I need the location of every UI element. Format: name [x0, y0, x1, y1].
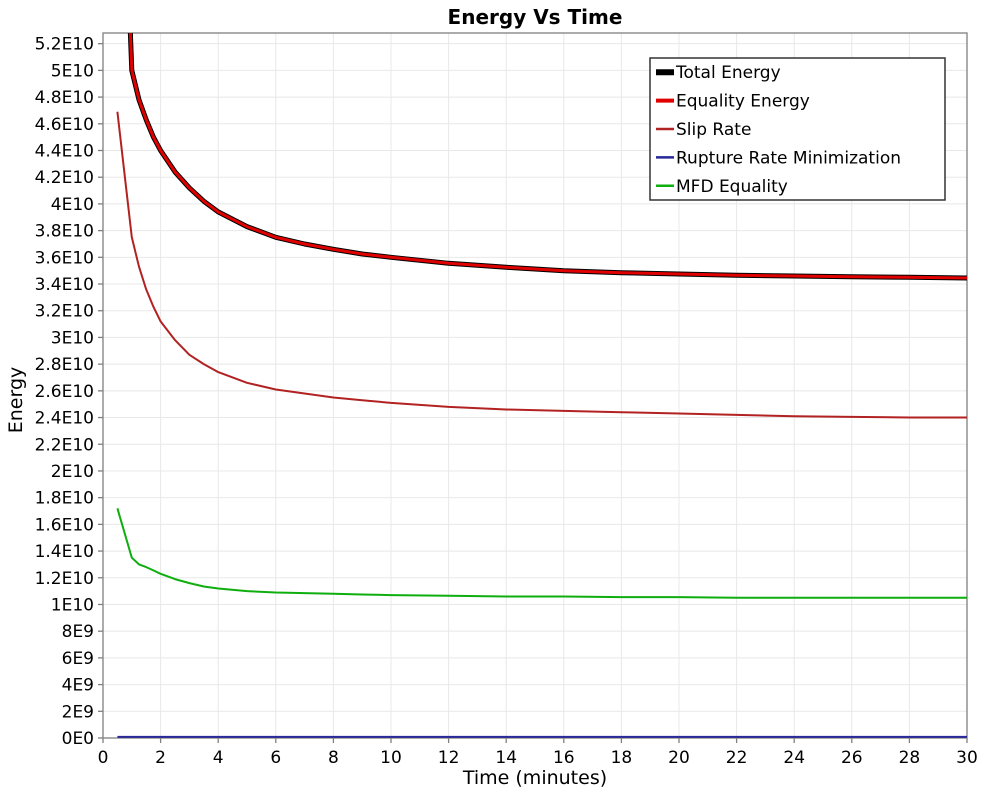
x-tick-label: 6	[270, 748, 281, 768]
legend-label-rupture-rate-minimization: Rupture Rate Minimization	[676, 148, 901, 168]
axis-tick-labels: 0 2 4 6 8 10 12 14 16 18 20 22 24 26 28 300E02E94E96E98…	[35, 35, 978, 768]
y-tick-label: 4.8E10	[35, 88, 94, 108]
y-tick-label: 3.8E10	[35, 222, 94, 242]
x-tick-label: 28	[899, 748, 921, 768]
x-tick-label: 16	[553, 748, 575, 768]
y-tick-label: 3.6E10	[35, 248, 94, 268]
x-tick-label: 0	[98, 748, 109, 768]
chart-title: Energy Vs Time	[448, 5, 623, 29]
y-tick-label: 5E10	[51, 61, 94, 81]
legend-box	[649, 57, 946, 201]
series-line-mfd-equality	[116, 508, 967, 599]
axis-ticks	[98, 43, 968, 743]
x-tick-label: 4	[213, 748, 224, 768]
y-tick-label: 2.8E10	[35, 355, 94, 375]
y-tick-label: 4.6E10	[35, 115, 94, 135]
x-tick-label: 2	[155, 748, 166, 768]
x-tick-label: 22	[726, 748, 748, 768]
legend-label-equality-energy: Equality Energy	[676, 92, 810, 112]
legend-label-mfd-equality: MFD Equality	[676, 177, 788, 197]
x-tick-label: 14	[495, 748, 517, 768]
x-tick-label: 18	[611, 748, 633, 768]
y-tick-label: 2E10	[51, 462, 94, 482]
y-tick-label: 0E0	[62, 729, 94, 749]
x-tick-label: 30	[956, 748, 978, 768]
x-axis-label: Time (minutes)	[462, 767, 607, 789]
y-tick-label: 2.6E10	[35, 382, 94, 402]
series-lines	[116, 33, 967, 738]
y-tick-label: 1.4E10	[35, 542, 94, 562]
y-tick-label: 1.8E10	[35, 489, 94, 509]
legend-label-total-energy: Total Energy	[675, 63, 781, 83]
y-axis-label: Energy	[5, 367, 27, 434]
x-tick-label: 10	[380, 748, 402, 768]
y-tick-label: 3.2E10	[35, 302, 94, 322]
y-tick-label: 4.2E10	[35, 168, 94, 188]
x-tick-label: 20	[668, 748, 690, 768]
y-tick-label: 4.4E10	[35, 142, 94, 162]
x-tick-label: 12	[438, 748, 460, 768]
x-tick-label: 24	[783, 748, 805, 768]
y-tick-label: 4E9	[62, 676, 94, 696]
y-tick-label: 8E9	[62, 622, 94, 642]
series-line-equality-energy	[128, 33, 967, 280]
y-tick-label: 2.2E10	[35, 435, 94, 455]
y-tick-label: 1.6E10	[35, 515, 94, 535]
y-tick-label: 3E10	[51, 328, 94, 348]
y-tick-label: 2.4E10	[35, 409, 94, 429]
legend-label-slip-rate: Slip Rate	[676, 120, 751, 140]
y-tick-label: 1.2E10	[35, 569, 94, 589]
y-tick-label: 6E9	[62, 649, 94, 669]
y-tick-label: 4E10	[51, 195, 94, 215]
plot-frame	[102, 32, 968, 739]
legend: Total Energy Equality Energy Slip Rate Rupt…	[649, 57, 946, 201]
series-line-slip-rate	[116, 111, 967, 419]
y-tick-label: 1E10	[51, 595, 94, 615]
y-tick-label: 5.2E10	[35, 35, 94, 55]
x-tick-label: 26	[841, 748, 863, 768]
y-tick-label: 2E9	[62, 702, 94, 722]
x-tick-label: 8	[328, 748, 339, 768]
y-tick-label: 3.4E10	[35, 275, 94, 295]
